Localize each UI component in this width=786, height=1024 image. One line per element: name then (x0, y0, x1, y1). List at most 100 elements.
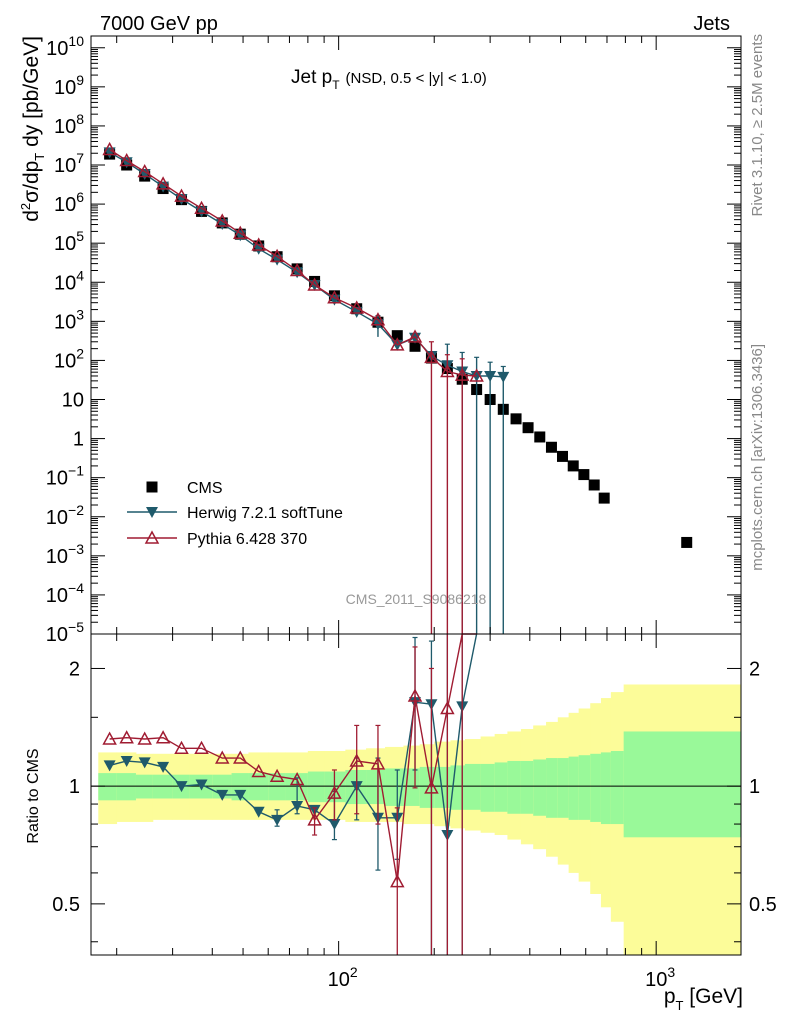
legend: CMS Herwig 7.2.1 softTune Pythia 6.428 370 (127, 480, 343, 548)
y-tick-label: 103 (54, 306, 84, 333)
legend-entry: Herwig 7.2.1 softTune (127, 505, 343, 522)
y-tick-label-base: 10 (54, 116, 76, 138)
data-point (119, 152, 134, 167)
y-tick-label: 10−2 (46, 502, 84, 529)
x-tick-label-base: 10 (645, 969, 667, 991)
band-inner-bin (507, 760, 522, 814)
data-point (137, 163, 152, 178)
y-tick-label: 102 (54, 345, 84, 372)
ratio-point (119, 730, 134, 744)
y-tick-label-base: 1 (73, 429, 84, 451)
band-inner-bin (600, 752, 612, 825)
x-tick-label-exp: 3 (667, 964, 675, 980)
analysis-watermark: CMS_2011_S9086218 (346, 591, 487, 607)
data-point (588, 479, 600, 491)
x-tick-label-base: 10 (328, 969, 350, 991)
band-inner-bin (385, 768, 404, 806)
data-point (289, 262, 305, 277)
data-point (545, 441, 557, 453)
legend-marker (144, 530, 160, 544)
data-point (567, 460, 579, 472)
ratio-point (269, 768, 285, 783)
title-sub: T (332, 78, 340, 92)
ratio-series-pythia (102, 633, 477, 955)
ratio-point (157, 761, 170, 773)
y-tick-label-exp: 8 (76, 111, 84, 127)
ratio-point (102, 731, 117, 745)
ratio-y-tick-label: 2 (69, 658, 80, 680)
ratio-point (370, 756, 386, 770)
data-point (155, 176, 171, 190)
y-tick-label-exp: 9 (76, 72, 84, 88)
y-tick-label-base: 10 (54, 233, 76, 255)
x-tick-label-exp: 2 (350, 964, 358, 980)
data-point (349, 300, 364, 314)
band-inner-bin (533, 759, 547, 816)
band-inner-bin (480, 763, 496, 812)
data-point (251, 237, 266, 251)
header-left-label: 7000 GeV pp (100, 13, 218, 35)
data-point (174, 188, 189, 202)
data-point (269, 248, 285, 263)
ratio-point (291, 800, 304, 812)
series-pythia (102, 141, 484, 634)
x-axis: 102 103 (116, 36, 675, 991)
band-inner-bin (610, 751, 625, 825)
y-tick-label-base: 10 (62, 390, 84, 412)
band-inner-bin (623, 731, 742, 838)
data-point (327, 290, 342, 304)
ratio-point (252, 806, 265, 818)
data-point (470, 370, 483, 382)
ratio-point (195, 779, 208, 791)
data-point (233, 225, 248, 239)
ratio-point (155, 730, 171, 744)
rivet-version-label: Rivet 3.1.10, ≥ 2.5M events (749, 34, 766, 217)
band-inner-bin (590, 753, 602, 822)
y-tick-label-base: 10 (54, 311, 76, 333)
y-tick-label-exp: 10 (68, 33, 84, 49)
data-point (194, 200, 209, 215)
y-tick-label-exp: −4 (68, 580, 84, 596)
data-point (522, 422, 534, 434)
y-tick-label-base: 10 (54, 77, 76, 99)
ratio-point (390, 874, 405, 888)
y-tick-label: 107 (54, 150, 84, 177)
x-tick-label: 102 (328, 964, 358, 991)
band-inner-bin (248, 773, 269, 801)
y-tick-label: 1010 (46, 33, 84, 60)
ratio-point (307, 812, 322, 826)
data-point (440, 363, 455, 378)
legend-label: Herwig 7.2.1 softTune (187, 505, 343, 522)
y-tick-label-base: 10 (54, 194, 76, 216)
ratio-point (216, 789, 229, 801)
series-line (109, 151, 504, 378)
legend-marker (146, 481, 158, 493)
data-point (578, 469, 590, 481)
band-inner-bin (546, 758, 559, 818)
y-tick-label-exp: 2 (76, 345, 84, 361)
data-point (102, 141, 117, 156)
band-inner-bin (578, 755, 591, 820)
series-herwig (103, 147, 510, 634)
ratio-point (137, 731, 152, 745)
title-main: Jet p (291, 67, 332, 88)
x-axis-label: pT [GeV] (664, 985, 743, 1013)
data-point (370, 312, 386, 326)
data-point (534, 431, 546, 443)
y-tick-label: 10−1 (46, 463, 84, 490)
ratio-plot-frame (90, 633, 742, 956)
y-tick-label: 10 (62, 390, 84, 412)
y-tick-label-base: 10 (54, 350, 76, 372)
data-point (556, 450, 568, 462)
ratio-point (327, 785, 342, 799)
band-inner-bin (557, 758, 570, 818)
ratio-y-axis-label: Ratio to CMS (25, 748, 42, 843)
ratio-y-tick-label-right: 0.5 (749, 894, 777, 916)
band-inner-bin (434, 766, 451, 808)
band-inner-bin (419, 766, 435, 808)
ratio-point (194, 740, 209, 755)
band-inner-bin (494, 762, 508, 812)
band-inner-bin (307, 771, 325, 803)
legend-label: CMS (187, 480, 223, 497)
